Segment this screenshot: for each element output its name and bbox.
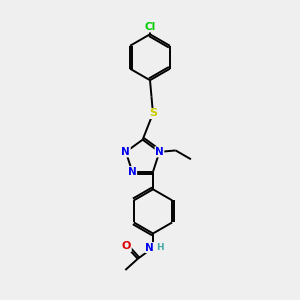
Text: H: H <box>156 243 163 252</box>
Text: Cl: Cl <box>144 22 156 32</box>
Text: N: N <box>145 243 154 253</box>
Text: O: O <box>122 242 131 251</box>
Text: N: N <box>122 147 130 157</box>
Text: S: S <box>149 109 157 118</box>
Text: N: N <box>128 167 136 177</box>
Text: N: N <box>155 147 164 157</box>
